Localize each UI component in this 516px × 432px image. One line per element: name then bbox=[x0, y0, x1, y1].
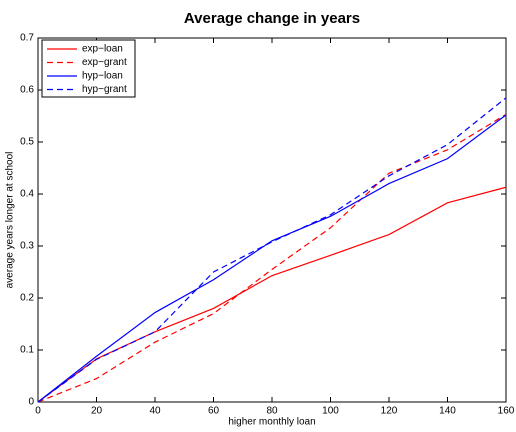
x-tick-label: 160 bbox=[498, 406, 515, 417]
x-tick-label: 60 bbox=[208, 406, 220, 417]
x-tick-label: 0 bbox=[35, 406, 41, 417]
x-tick-label: 100 bbox=[322, 406, 339, 417]
y-axis-label: average years longer at school bbox=[5, 152, 16, 289]
y-tick-label: 0.7 bbox=[20, 33, 34, 44]
x-axis-label: higher monthly loan bbox=[228, 417, 315, 428]
y-tick-label: 0.1 bbox=[20, 345, 34, 356]
legend-label: exp−grant bbox=[82, 57, 127, 68]
y-tick-label: 0.6 bbox=[20, 85, 34, 96]
x-tick-label: 80 bbox=[266, 406, 278, 417]
y-tick-label: 0.3 bbox=[20, 241, 34, 252]
y-tick-label: 0 bbox=[28, 397, 34, 408]
x-tick-label: 120 bbox=[381, 406, 398, 417]
legend-label: hyp−loan bbox=[82, 71, 123, 82]
x-tick-label: 20 bbox=[91, 406, 103, 417]
y-tick-label: 0.4 bbox=[20, 189, 34, 200]
series-line bbox=[37, 97, 507, 403]
x-tick-label: 140 bbox=[439, 406, 456, 417]
series-line bbox=[37, 113, 507, 403]
x-tick-label: 40 bbox=[149, 406, 161, 417]
series-line bbox=[37, 114, 507, 403]
legend-label: hyp−grant bbox=[82, 84, 127, 95]
chart-title: Average change in years bbox=[184, 10, 360, 27]
y-tick-label: 0.2 bbox=[20, 293, 34, 304]
legend-label: exp−loan bbox=[82, 44, 123, 55]
y-tick-label: 0.5 bbox=[20, 137, 34, 148]
